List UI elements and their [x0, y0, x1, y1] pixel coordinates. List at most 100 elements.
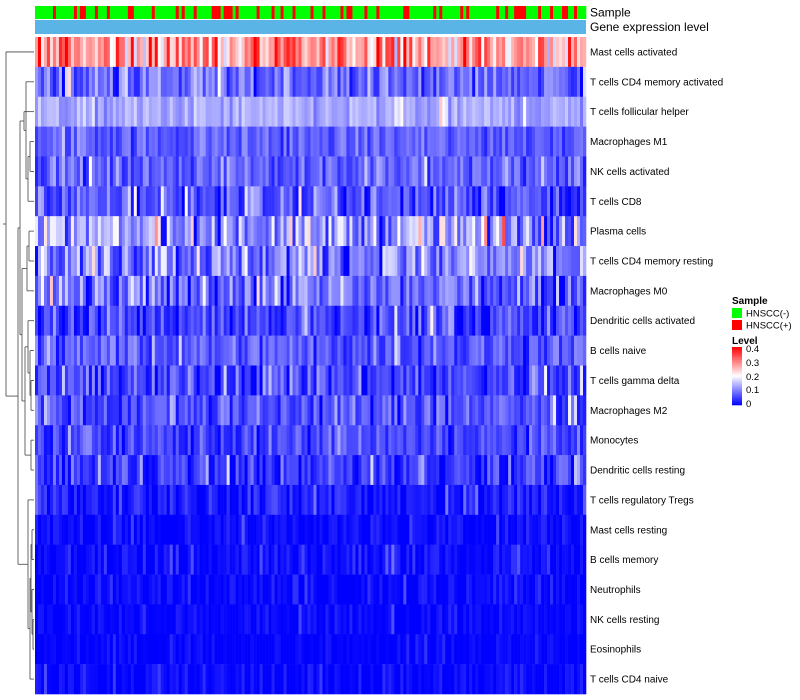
heatmap-cell — [124, 574, 129, 605]
heatmap-cell — [145, 186, 150, 217]
heatmap-cell — [142, 275, 147, 307]
heatmap-cell — [118, 395, 123, 426]
heatmap-cell — [466, 544, 470, 575]
heatmap-cell — [466, 186, 470, 217]
heatmap-cell — [94, 544, 99, 575]
heatmap-cell — [424, 96, 428, 127]
heatmap-cell — [124, 365, 129, 396]
heatmap-cell — [73, 37, 78, 68]
heatmap-cell — [559, 216, 563, 247]
colorbar-segment — [732, 403, 742, 406]
heatmap-cell — [451, 425, 455, 456]
heatmap-cell — [214, 455, 218, 486]
heatmap-cell — [35, 335, 39, 366]
heatmap-cell — [88, 335, 93, 366]
heatmap-cell — [475, 126, 479, 157]
heatmap-cell — [172, 66, 177, 98]
heatmap-cell — [64, 574, 69, 605]
heatmap-cell — [148, 305, 153, 336]
heatmap-cell — [37, 305, 42, 336]
heatmap-cell — [148, 216, 153, 247]
heatmap-cell — [538, 216, 542, 247]
heatmap-cell — [235, 455, 239, 486]
heatmap-cell — [268, 66, 272, 98]
heatmap-cell — [103, 395, 108, 426]
heatmap-cell — [247, 365, 251, 396]
heatmap-cell — [94, 126, 99, 157]
heatmap-cell — [64, 544, 69, 575]
heatmap-cell — [433, 186, 437, 217]
heatmap-cell — [187, 186, 192, 217]
heatmap-cell — [46, 395, 51, 426]
heatmap-cell — [157, 455, 162, 486]
sample-cell — [172, 6, 177, 19]
sample-cell — [208, 6, 212, 19]
heatmap-cell — [334, 544, 338, 575]
heatmap-cell — [433, 395, 437, 426]
row-label: T cells CD4 memory resting — [590, 257, 713, 268]
heatmap-cell — [283, 455, 287, 486]
heatmap-cell — [505, 126, 509, 157]
heatmap-cell — [82, 604, 87, 635]
heatmap-cell — [100, 574, 105, 605]
heatmap-cell — [580, 455, 584, 486]
heatmap-cell — [445, 216, 449, 247]
heatmap-cell — [397, 186, 401, 217]
heatmap-cell — [154, 604, 159, 635]
heatmap-cell — [406, 305, 410, 336]
heatmap-cell — [439, 365, 443, 396]
heatmap-cell — [109, 305, 114, 336]
heatmap-cell — [562, 186, 566, 217]
heatmap-cell — [79, 634, 84, 665]
heatmap-cell — [97, 664, 102, 695]
sample-cell — [313, 6, 317, 19]
heatmap-cell — [178, 604, 183, 635]
heatmap-cell — [526, 186, 530, 217]
heatmap-cell — [35, 37, 39, 68]
heatmap-cell — [286, 156, 290, 187]
heatmap-cell — [505, 335, 509, 366]
sample-cell — [202, 6, 206, 19]
heatmap-cell — [190, 634, 195, 665]
heatmap-cell — [556, 634, 560, 665]
heatmap-cell — [508, 37, 512, 68]
heatmap-cell — [403, 425, 407, 456]
heatmap-cell — [61, 455, 66, 486]
heatmap-cell — [226, 335, 230, 366]
heatmap-cell — [541, 37, 545, 68]
heatmap-cell — [532, 395, 536, 426]
heatmap-cell — [388, 335, 392, 366]
heatmap-cell — [337, 126, 341, 157]
heatmap-cell — [37, 216, 42, 247]
heatmap-cell — [73, 455, 78, 486]
heatmap-cell — [250, 425, 254, 456]
sample-cell — [175, 6, 180, 19]
heatmap-cell — [136, 664, 141, 695]
heatmap-cell — [544, 37, 548, 68]
heatmap-cell — [568, 425, 572, 456]
heatmap-cell — [574, 664, 578, 695]
heatmap-cell — [571, 514, 575, 545]
heatmap-cell — [415, 305, 419, 336]
heatmap-cell — [520, 574, 524, 605]
heatmap-cell — [496, 305, 500, 336]
sample-cell — [205, 6, 209, 19]
heatmap-cell — [169, 275, 174, 307]
heatmap-cell — [385, 484, 389, 516]
heatmap-cell — [35, 664, 39, 695]
heatmap-cell — [73, 156, 78, 187]
heatmap-cell — [193, 305, 197, 336]
heatmap-cell — [145, 544, 150, 575]
heatmap-cell — [388, 66, 392, 98]
heatmap-cell — [220, 275, 224, 307]
heatmap-cell — [163, 156, 168, 187]
heatmap-cell — [193, 216, 197, 247]
heatmap-cell — [577, 425, 581, 456]
colorbar-segment — [732, 348, 742, 351]
heatmap-cell — [556, 574, 560, 605]
heatmap-cell — [544, 96, 548, 127]
heatmap-cell — [133, 455, 138, 486]
heatmap-cell — [193, 544, 197, 575]
heatmap-cell — [541, 425, 545, 456]
heatmap-cell — [181, 544, 186, 575]
